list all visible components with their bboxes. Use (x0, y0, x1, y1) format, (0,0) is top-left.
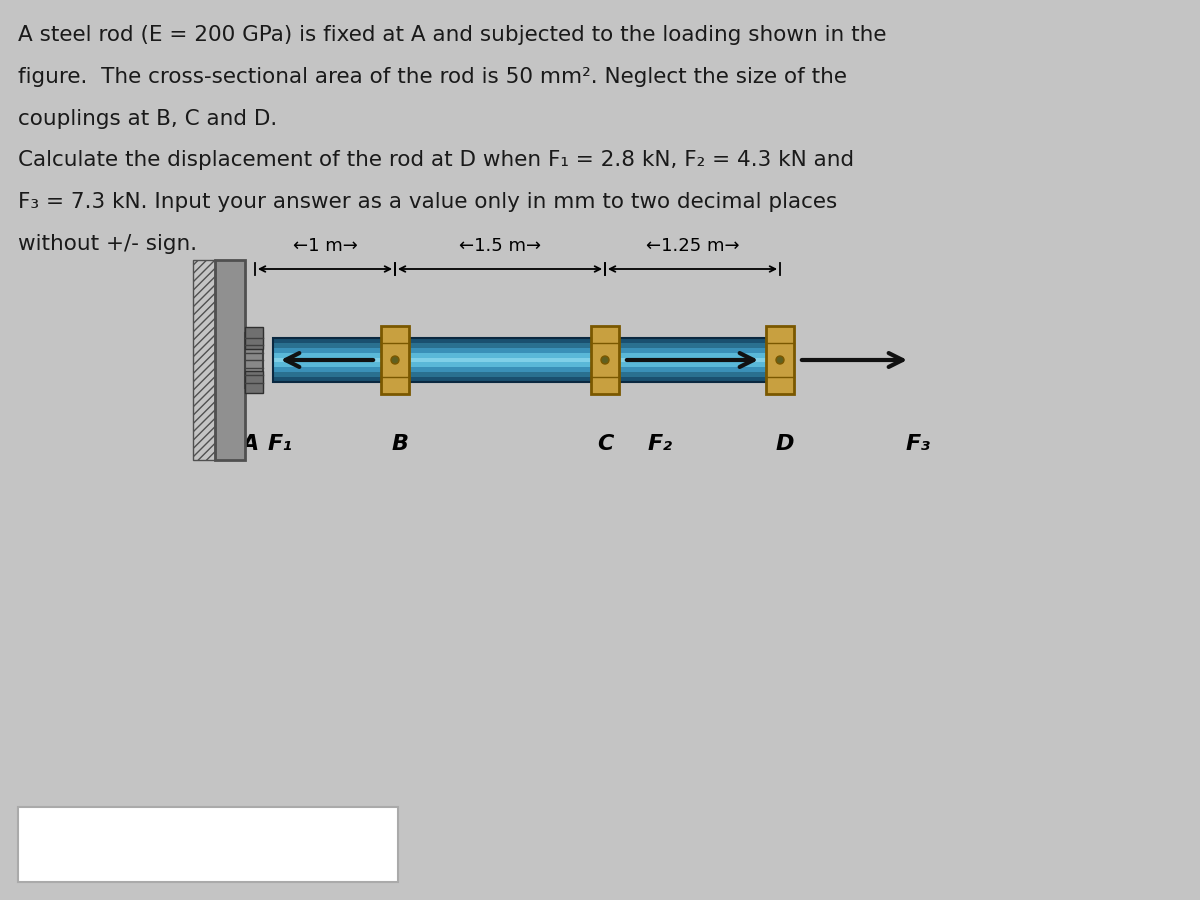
Bar (274, 338, 780, 382)
Bar (245, 332, 263, 388)
Bar (274, 357, 780, 363)
Text: couplings at B, C and D.: couplings at B, C and D. (18, 109, 277, 129)
Text: C: C (596, 434, 613, 454)
Text: D: D (775, 434, 794, 454)
Text: without +/- sign.: without +/- sign. (18, 234, 197, 254)
Bar (274, 338, 780, 343)
Circle shape (776, 356, 784, 364)
Text: figure.  The cross-sectional area of the rod is 50 mm². Neglect the size of the: figure. The cross-sectional area of the … (18, 67, 847, 87)
Bar (193, 260, 215, 460)
Bar (274, 343, 780, 347)
Bar (18, 807, 398, 882)
Bar (274, 373, 780, 377)
Bar (245, 327, 263, 349)
Bar (274, 347, 780, 353)
Text: F₂: F₂ (648, 434, 672, 454)
Bar (382, 326, 409, 394)
Bar (274, 367, 780, 373)
Text: A: A (241, 434, 259, 454)
Circle shape (391, 356, 398, 364)
Bar (274, 377, 780, 382)
Text: F₃ = 7.3 kN. Input your answer as a value only in mm to two decimal places: F₃ = 7.3 kN. Input your answer as a valu… (18, 192, 838, 212)
Text: ←1 m→: ←1 m→ (293, 237, 358, 255)
Text: ←1.25 m→: ←1.25 m→ (646, 237, 739, 255)
Bar (245, 371, 263, 393)
Text: ←1.5 m→: ←1.5 m→ (458, 237, 541, 255)
Bar (274, 353, 780, 357)
Circle shape (601, 356, 610, 364)
Text: F₁: F₁ (268, 434, 293, 454)
Bar (592, 326, 619, 394)
Bar (274, 363, 780, 367)
Bar (766, 326, 794, 394)
Bar (215, 260, 245, 460)
Text: F₃: F₃ (906, 434, 930, 454)
Text: B: B (391, 434, 408, 454)
Text: A steel rod (E = 200 GPa) is fixed at A and subjected to the loading shown in th: A steel rod (E = 200 GPa) is fixed at A … (18, 25, 887, 45)
Text: Calculate the displacement of the rod at D when F₁ = 2.8 kN, F₂ = 4.3 kN and: Calculate the displacement of the rod at… (18, 150, 854, 170)
